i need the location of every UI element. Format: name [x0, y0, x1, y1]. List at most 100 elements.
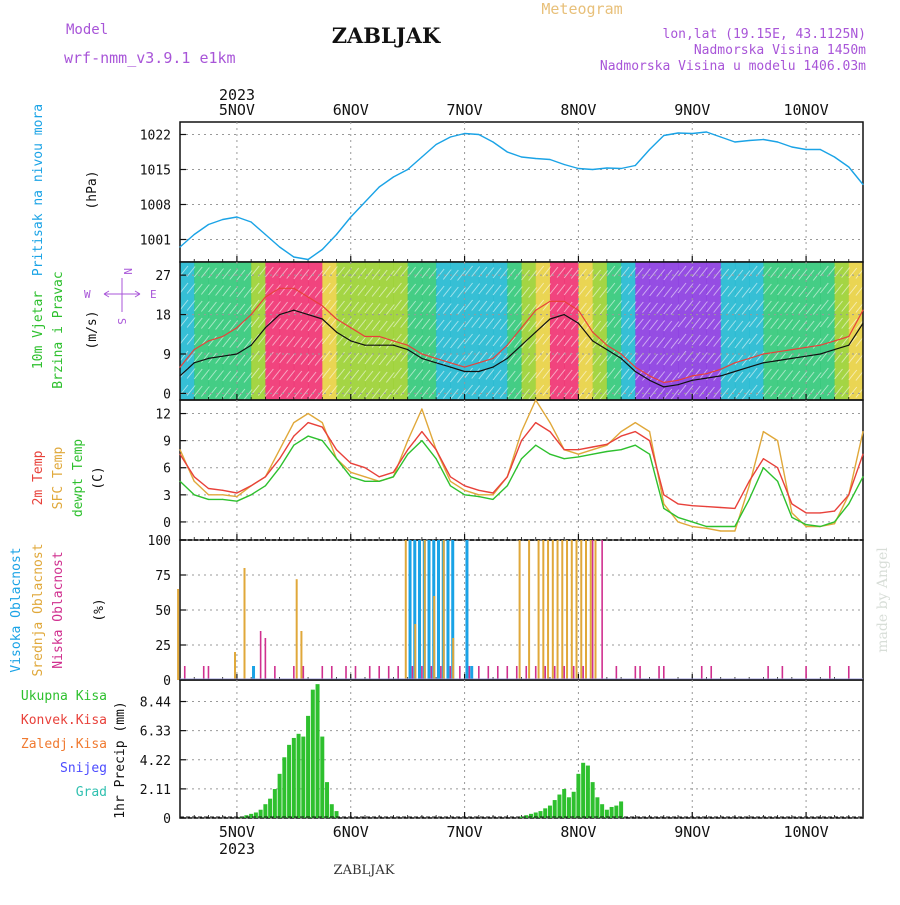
wind-gust-line-point	[236, 327, 238, 329]
wind-arrow	[236, 303, 246, 315]
wind-arrow	[784, 387, 794, 398]
dewpt-line-point	[492, 498, 494, 500]
wind-arrow	[208, 369, 217, 381]
wind-arrow	[264, 283, 274, 295]
wind-arrow	[229, 388, 239, 399]
wind-arrow	[378, 354, 388, 366]
wind-gust-line-point	[179, 366, 181, 368]
temp-2m-line-point	[407, 449, 409, 451]
wind-arrow	[521, 354, 530, 366]
wind-arrow	[250, 316, 260, 328]
wind-arrow	[179, 316, 189, 328]
pressure-line-point	[762, 138, 764, 141]
wind-arrow	[506, 353, 516, 365]
wind-arrow	[606, 333, 616, 345]
wind-arrow	[357, 353, 367, 364]
precip-bar	[528, 813, 533, 818]
wind-arrow	[620, 300, 630, 312]
elevation-text: Nadmorska Visina 1450m	[694, 43, 866, 58]
cloud-low-bar	[662, 666, 665, 680]
wind-arrow	[677, 316, 687, 328]
sfc-temp-line-point	[293, 421, 295, 424]
precip-bar	[263, 804, 268, 818]
wind-arrow	[428, 353, 438, 364]
wind-arrow	[329, 368, 338, 379]
dewpt-line-point	[193, 494, 195, 496]
wind-arrow	[222, 319, 232, 331]
wind-arrow	[457, 372, 466, 383]
wind-arrow	[193, 266, 203, 278]
wind-arrow	[770, 284, 779, 295]
wind-arrow	[343, 318, 353, 329]
dewpt-line-point	[549, 453, 551, 455]
dewpt-line-point	[777, 480, 779, 482]
wind-gust-line-point	[563, 300, 565, 303]
legend-hail: Grad	[76, 785, 107, 800]
precip-ytick-label: 2.11	[140, 783, 171, 798]
wind-band	[493, 262, 508, 400]
wind-arrow	[528, 372, 538, 383]
wind-arrow	[706, 318, 715, 330]
pressure-ytick-label: 1015	[140, 164, 171, 179]
wind-arrow	[343, 352, 353, 363]
wind-arrow	[186, 368, 196, 379]
wind-arrow	[279, 352, 288, 364]
meteogram-label: Meteogram	[541, 0, 622, 18]
wind-arrow	[677, 333, 687, 345]
wind-arrow	[748, 367, 758, 379]
wind-band	[791, 262, 807, 400]
wind-arrow	[770, 369, 779, 380]
dewpt-line-point	[506, 485, 508, 487]
wind-arrow	[734, 320, 744, 332]
wind-arrow	[371, 320, 381, 331]
wind-arrow	[385, 287, 395, 298]
wind-arrow	[435, 268, 445, 280]
wind-arrow	[819, 384, 829, 396]
dewpt-line-point	[364, 480, 366, 482]
wind-arrow	[506, 268, 516, 280]
wind-arrow	[272, 267, 281, 278]
wind-arrow	[279, 318, 288, 330]
wind-arrow	[777, 318, 787, 330]
dewpt-line-point	[720, 525, 722, 528]
wind-arrow	[272, 352, 281, 363]
precip-bar	[315, 684, 320, 818]
wind-arrow	[279, 284, 288, 296]
watermark: made by Angel	[875, 547, 891, 653]
pressure-line-point	[193, 233, 195, 236]
wind-arrow	[720, 268, 730, 280]
wind-arrow	[834, 317, 843, 329]
precip-bar	[310, 689, 315, 818]
wind-band	[720, 262, 736, 400]
wind-arrow	[691, 368, 701, 380]
pressure-ytick-label: 1008	[140, 199, 171, 214]
cloud-low-bar	[368, 666, 371, 680]
wind-arrow	[649, 268, 658, 280]
wind-arrow	[506, 302, 516, 314]
temp-ytick-label: 6	[163, 462, 171, 477]
wind-arrow	[663, 337, 673, 349]
wind-arrow	[400, 385, 409, 396]
wind-arrow	[457, 287, 466, 298]
cloud-ytick-label: 25	[155, 639, 171, 654]
pressure-line-point	[421, 156, 423, 158]
wind-arrow	[464, 367, 473, 379]
wind-arrow	[478, 385, 488, 397]
wind-arrow	[770, 386, 779, 397]
wind-arrow	[521, 286, 530, 298]
cloud-low-bar	[591, 540, 594, 680]
wind-speed-line-point	[791, 357, 793, 359]
wind-arrow	[841, 301, 851, 312]
wind-band	[749, 262, 764, 400]
wind-arrow	[421, 386, 431, 398]
pressure-line-point	[663, 134, 665, 137]
wind-arrow	[236, 337, 246, 349]
wind-band	[706, 262, 722, 400]
model-name: wrf-nmm_v3.9.1 e1km	[64, 49, 236, 67]
wind-arrow	[713, 302, 722, 313]
bottom-day-label: 5NOV	[219, 823, 255, 841]
wind-speed-line-point	[350, 340, 352, 342]
bottom-day-label: 7NOV	[447, 823, 483, 841]
wind-arrow	[691, 300, 701, 312]
precip-ytick-label: 6.33	[140, 725, 171, 740]
